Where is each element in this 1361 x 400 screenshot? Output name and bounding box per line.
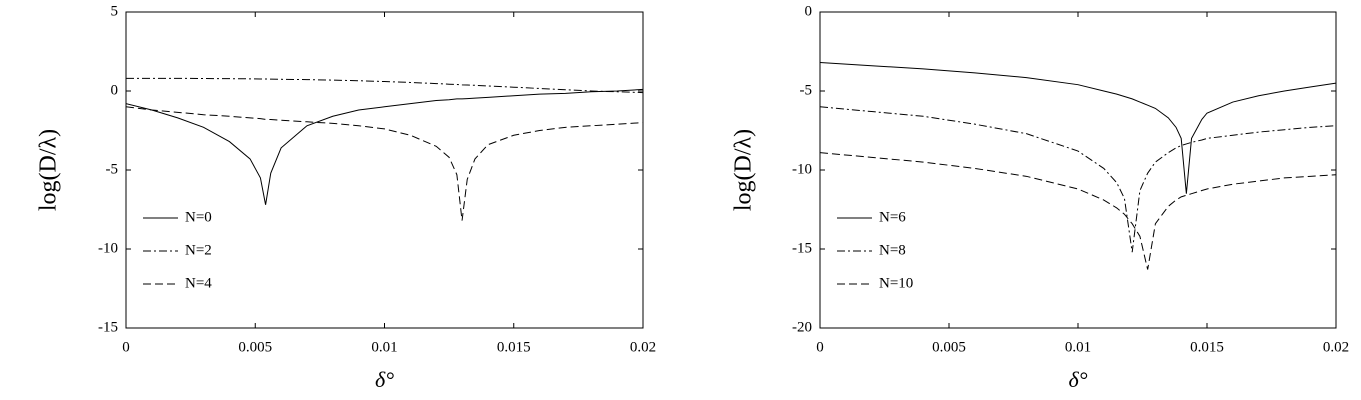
y-tick-label: -15: [792, 240, 812, 256]
data-line: [125, 106, 644, 221]
legend-label: N=8: [879, 242, 906, 258]
data-line: [126, 77, 644, 94]
data-line: [819, 152, 1337, 270]
legend: N=6 N=8 N=10: [837, 209, 913, 291]
legend: N=0 N=2 N=4: [143, 209, 212, 291]
data-line: [819, 106, 1337, 253]
y-tick-label: 5: [111, 3, 119, 19]
x-tick-label: 0.02: [1323, 339, 1349, 355]
y-tick-label: -15: [98, 319, 118, 335]
y-tick-label: 0: [111, 82, 119, 98]
y-tick-label: 0: [805, 3, 813, 19]
x-tick-label: 0.02: [630, 339, 656, 355]
x-axis-label: δ°: [1068, 367, 1087, 392]
y-tick-label: -5: [106, 161, 119, 177]
x-tick-label: 0.01: [371, 339, 397, 355]
legend-label: N=4: [185, 275, 212, 291]
x-tick-label: 0.01: [1065, 339, 1091, 355]
legend-label: N=0: [185, 209, 212, 225]
legend-label: N=2: [185, 242, 212, 258]
y-tick-label: -20: [792, 319, 812, 335]
legend-label: N=6: [879, 209, 906, 225]
x-tick-label: 0.015: [1190, 339, 1224, 355]
y-axis-label: log(D/λ): [731, 129, 757, 211]
legend-label: N=10: [879, 275, 913, 291]
x-tick-label: 0: [816, 339, 824, 355]
data-line: [819, 62, 1337, 194]
x-tick-label: 0.005: [932, 339, 966, 355]
x-tick-label: 0.015: [497, 339, 531, 355]
data-line: [125, 88, 644, 205]
x-tick-label: 0.005: [238, 339, 272, 355]
x-tick-label: 0: [122, 339, 130, 355]
x-axis-label: δ°: [375, 367, 394, 392]
y-tick-label: -10: [98, 240, 118, 256]
y-axis-label: log(D/λ): [36, 129, 62, 211]
y-tick-label: -10: [792, 161, 812, 177]
y-tick-label: -5: [800, 82, 813, 98]
